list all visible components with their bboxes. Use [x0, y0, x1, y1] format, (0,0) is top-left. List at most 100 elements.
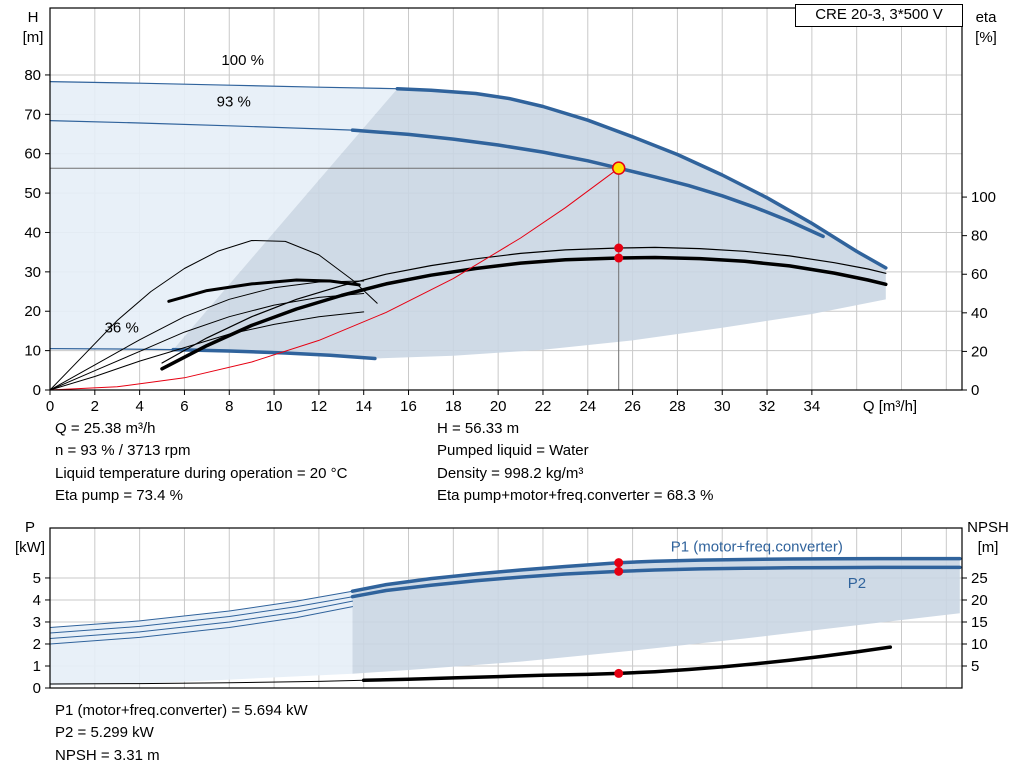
- y2-tick-label: 25: [971, 570, 988, 587]
- npsh-curve-thin: [49, 679, 365, 685]
- info-density: Density = 998.2 kg/m³: [437, 464, 584, 482]
- power-envelope: [352, 558, 960, 674]
- power-range-light: [50, 591, 353, 686]
- plot-frame: [49, 7, 963, 391]
- y-tick-label: 10: [24, 343, 41, 360]
- pump-model-box: CRE 20-3, 3*500 V: [795, 4, 963, 27]
- plot-frame: [49, 527, 963, 689]
- x-tick-label: 10: [266, 398, 283, 415]
- y-tick-label: 0: [33, 382, 41, 399]
- axis-p-unit: [kW]: [15, 539, 45, 556]
- y2-tick-label: 10: [971, 636, 988, 653]
- info-flow: Q = 25.38 m³/h: [55, 420, 156, 437]
- eta-arc-4: [49, 311, 365, 391]
- info-head: H = 56.33 m: [437, 420, 520, 437]
- y2-tick-label: 60: [971, 266, 988, 283]
- info-p2: P2 = 5.299 kW: [55, 724, 154, 742]
- eta-total-curve: [160, 255, 888, 371]
- p2-point: [614, 566, 624, 576]
- axis-p-label: P: [25, 519, 35, 536]
- x-tick-label: 14: [355, 398, 372, 415]
- y2-tick-label: 100: [971, 189, 996, 206]
- x-tick-label: 16: [400, 398, 417, 415]
- axis-npsh-label: NPSH: [967, 519, 1009, 536]
- y-tick-label: 3: [33, 614, 41, 631]
- x-tick-label: 30: [714, 398, 731, 415]
- axis-q-label: Q [m³/h]: [863, 398, 917, 415]
- info-speed: n = 93 % / 3713 rpm: [55, 442, 191, 460]
- x-tick-label: 32: [759, 398, 776, 415]
- h-curve-36-thin: [49, 348, 174, 351]
- axis-h-label: H: [28, 9, 39, 26]
- speed-range-light: [50, 81, 398, 350]
- p1-point: [614, 558, 624, 568]
- axis-eta-unit: [%]: [975, 29, 997, 46]
- axis-eta-label: eta: [976, 9, 998, 26]
- label-p2: P2: [848, 575, 866, 592]
- p2-curve: [350, 565, 962, 599]
- y-tick-label: 30: [24, 264, 41, 281]
- x-tick-label: 26: [624, 398, 641, 415]
- h-curve-100: [395, 86, 888, 270]
- x-tick-label: 4: [135, 398, 143, 415]
- y2-tick-label: 0: [971, 382, 979, 399]
- y-tick-label: 40: [24, 224, 41, 241]
- y2-tick-label: 80: [971, 228, 988, 245]
- x-tick-label: 28: [669, 398, 686, 415]
- duty-point: [611, 161, 626, 175]
- p-sub-curve-1: [49, 606, 353, 645]
- info-npsh: NPSH = 3.31 m: [55, 746, 160, 764]
- y-tick-label: 0: [33, 680, 41, 697]
- y2-tick-label: 20: [971, 343, 988, 360]
- y-tick-label: 70: [24, 106, 41, 123]
- info-eta-total: Eta pump+motor+freq.converter = 68.3 %: [437, 487, 714, 505]
- operating-envelope: [173, 88, 886, 359]
- p-sub-curve-4: [49, 590, 353, 628]
- y-tick-label: 2: [33, 636, 41, 653]
- axis-npsh-unit: [m]: [978, 539, 999, 556]
- duty-info-right: H = 56.33 m Pumped liquid = Water Densit…: [437, 418, 713, 508]
- axis-h-unit: [m]: [23, 29, 44, 46]
- npsh-point: [614, 668, 624, 678]
- x-tick-label: 6: [180, 398, 188, 415]
- info-p1: P1 (motor+freq.converter) = 5.694 kW: [55, 702, 308, 719]
- y-tick-label: 5: [33, 570, 41, 587]
- x-tick-label: 22: [535, 398, 552, 415]
- eta-arc-1: [49, 240, 378, 391]
- label-36pct: 36 %: [105, 320, 139, 337]
- h-curve-93-thin: [49, 119, 354, 131]
- eta-arc-3: [49, 293, 365, 391]
- p1-curve: [350, 556, 962, 593]
- npsh-curve: [361, 645, 893, 683]
- eta-pump-curve: [161, 246, 887, 364]
- eta-curve-36: [167, 278, 361, 303]
- system-curve: [49, 167, 620, 391]
- label-p1: P1 (motor+freq.converter): [671, 539, 843, 556]
- eta-arc-2: [49, 280, 365, 391]
- power-info: P1 (motor+freq.converter) = 5.694 kW P2 …: [55, 700, 308, 767]
- p-sub-curve-2: [49, 600, 353, 639]
- y2-tick-label: 15: [971, 614, 988, 631]
- y2-tick-label: 5: [971, 658, 979, 675]
- eta-pump-point: [614, 243, 624, 253]
- x-tick-label: 0: [46, 398, 54, 415]
- p-sub-curve-3: [49, 596, 353, 634]
- y2-tick-label: 40: [971, 305, 988, 322]
- x-tick-label: 20: [490, 398, 507, 415]
- y-tick-label: 1: [33, 658, 41, 675]
- label-93pct: 93 %: [217, 93, 251, 110]
- x-tick-label: 24: [579, 398, 596, 415]
- h-curve-100-thin: [49, 80, 398, 90]
- y-tick-label: 4: [33, 592, 41, 609]
- x-tick-label: 2: [91, 398, 99, 415]
- x-tick-label: 34: [804, 398, 821, 415]
- y2-tick-label: 20: [971, 592, 988, 609]
- y-tick-label: 60: [24, 146, 41, 163]
- info-liquid-temp: Liquid temperature during operation = 20…: [55, 464, 348, 482]
- y-tick-label: 50: [24, 185, 41, 202]
- info-pumped-liquid: Pumped liquid = Water: [437, 442, 589, 460]
- duty-info-left: Q = 25.38 m³/h n = 93 % / 3713 rpm Liqui…: [55, 418, 347, 508]
- y-tick-label: 20: [24, 303, 41, 320]
